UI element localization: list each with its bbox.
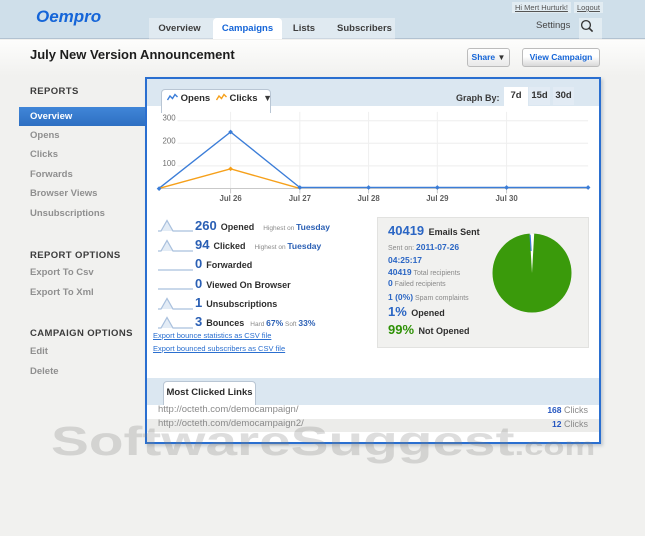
svg-text:Jul 26: Jul 26 xyxy=(219,194,242,203)
svg-text:Jul 30: Jul 30 xyxy=(495,194,518,203)
svg-text:Jul 28: Jul 28 xyxy=(357,194,380,203)
svg-text:200: 200 xyxy=(162,136,176,145)
svg-text:Jul 27: Jul 27 xyxy=(289,194,312,203)
svg-text:100: 100 xyxy=(162,159,176,168)
svg-text:Jul 29: Jul 29 xyxy=(426,194,449,203)
svg-text:300: 300 xyxy=(162,114,176,123)
